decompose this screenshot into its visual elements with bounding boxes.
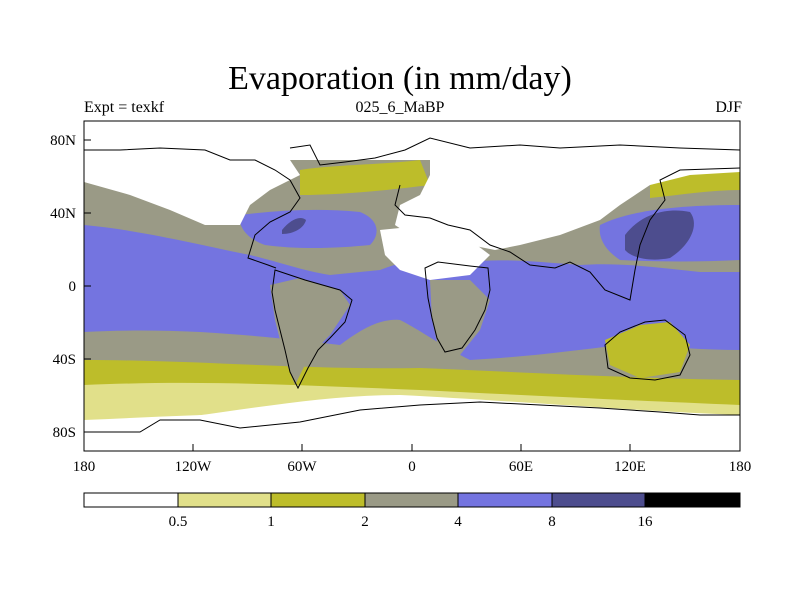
- y-tick-label: 40S: [53, 352, 76, 368]
- land-australia-low: [605, 322, 690, 378]
- colorbar-swatch: [365, 493, 458, 507]
- gulf-stream-very-high: [282, 218, 306, 234]
- coast-europe: [394, 167, 741, 301]
- x-tick-label: 120E: [614, 459, 646, 475]
- y-tick-labels: 80N 40N 0 40S 80S: [50, 133, 76, 441]
- map-title: Evaporation (in mm/day): [228, 60, 572, 97]
- coast-africa: [424, 261, 491, 353]
- y-tick-label: 80N: [50, 133, 76, 149]
- map-field: [83, 120, 741, 452]
- x-tick-labels: 180 120W 60W 0 60E 120E 180: [73, 459, 752, 475]
- land-north-america: [84, 140, 300, 225]
- land-north-africa: [380, 225, 490, 280]
- land-africa-low: [430, 280, 490, 355]
- experiment-label: Expt = texkf: [84, 99, 165, 116]
- colorbar-frame: [83, 492, 741, 508]
- x-tick-label: 60W: [287, 459, 317, 475]
- land-arctic: [84, 121, 740, 150]
- colorbar-swatch: [645, 493, 740, 507]
- land-eurasia: [395, 140, 740, 250]
- coast-eurasia: [289, 137, 741, 166]
- x-tick-label: 180: [729, 459, 752, 475]
- colorbar-label: 0.5: [169, 514, 188, 530]
- coastlines: [84, 137, 741, 433]
- y-tick-label: 80S: [53, 425, 76, 441]
- x-tick-label: 120W: [175, 459, 213, 475]
- colorbar-label: 4: [454, 514, 462, 530]
- y-tick-label: 40N: [50, 206, 76, 222]
- land-south-america-low: [270, 278, 350, 385]
- colorbar-label: 8: [548, 514, 556, 530]
- coast-south-america: [271, 269, 353, 390]
- coast-antarctica: [84, 401, 740, 433]
- colorbar-swatch: [458, 493, 552, 507]
- colorbar-swatch: [552, 493, 645, 507]
- northern-band-3: [300, 160, 430, 195]
- land-antarctica: [84, 395, 740, 451]
- x-axis: [83, 444, 741, 451]
- x-tick-label: 60E: [509, 459, 533, 475]
- colorbar: 0.5 1 2 4 8 16: [83, 492, 741, 530]
- coast-australia: [604, 319, 691, 381]
- x-tick-label: 180: [73, 459, 96, 475]
- north-atlantic-high: [239, 209, 377, 249]
- colorbar-swatch: [84, 493, 178, 507]
- period-label: 025_6_MaBP: [355, 99, 445, 116]
- coast-north-america: [84, 147, 301, 269]
- colorbar-label: 1: [267, 514, 275, 530]
- colorbar-swatch: [271, 493, 365, 507]
- tropical-high-band: [84, 225, 740, 360]
- y-tick-label: 0: [69, 279, 77, 295]
- colorbar-label: 16: [638, 514, 654, 530]
- colorbar-swatch: [178, 493, 271, 507]
- season-label: DJF: [715, 99, 742, 116]
- y-axis: [84, 139, 91, 433]
- kuroshio-very-high: [625, 210, 694, 260]
- x-tick-label: 0: [408, 459, 416, 475]
- colorbar-label: 2: [361, 514, 369, 530]
